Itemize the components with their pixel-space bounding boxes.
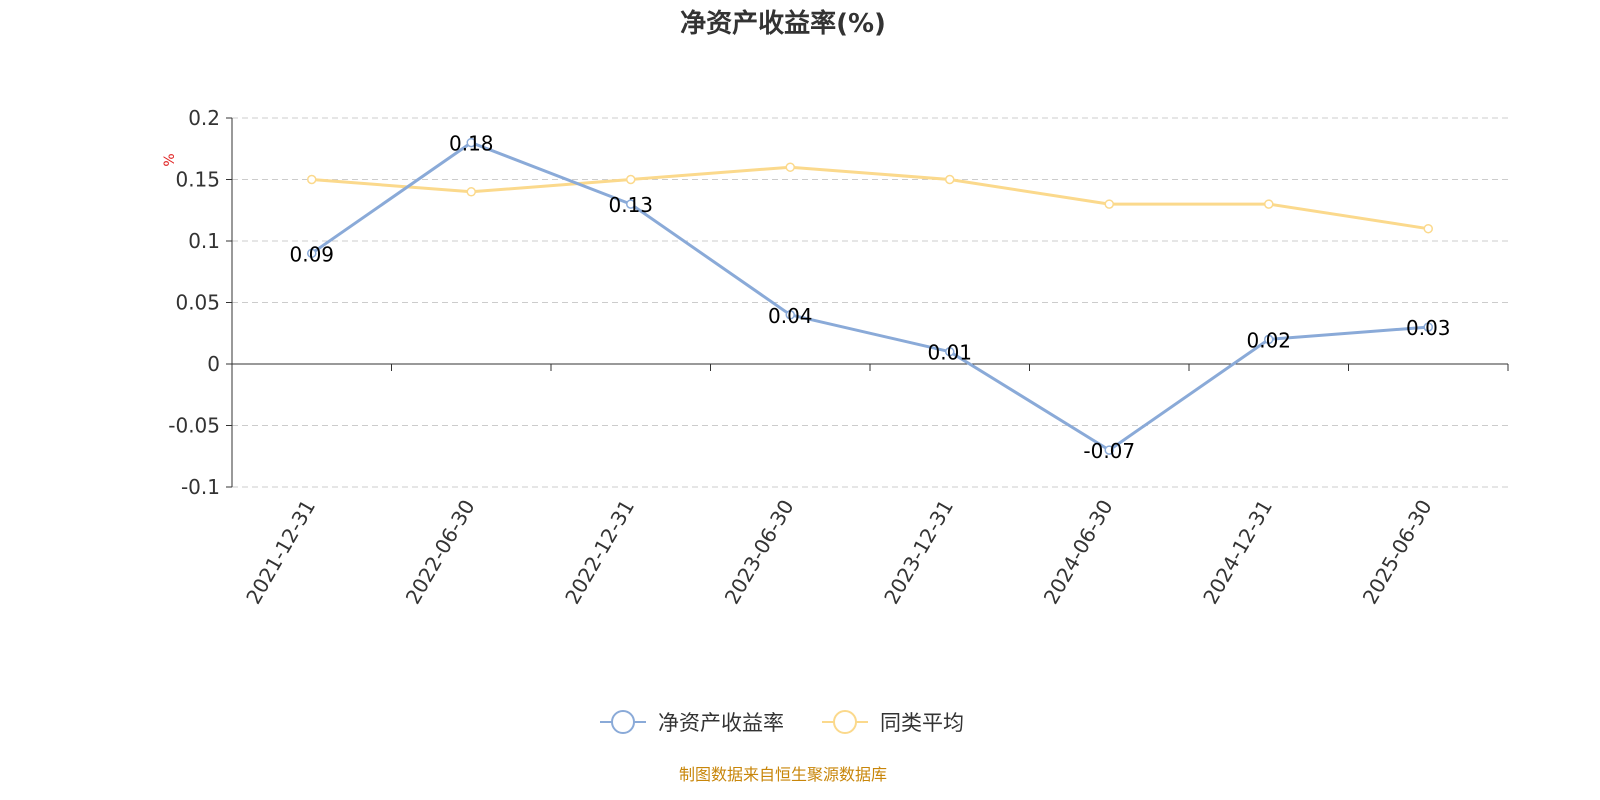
chart-title: 净资产收益率(%) [680,8,886,39]
data-point[interactable] [307,174,317,185]
data-label: 0.03 [1406,316,1451,340]
grid-lines [232,117,1508,488]
data-point[interactable] [1104,199,1114,209]
data-point[interactable] [626,199,636,209]
data-labels: 0.09 0.18 0.13 0.04 0.01 -0.07 0.02 0.03 [289,132,1450,464]
data-point[interactable] [785,310,795,320]
data-label: 0.01 [927,341,972,365]
x-tick-label: 2024-12-31 [1198,496,1277,609]
x-tick-label: 2021-12-31 [241,496,320,609]
data-label: 0.09 [289,242,334,266]
x-tick-label: 2023-06-30 [720,496,799,609]
data-label: 0.18 [449,132,494,156]
x-tick-label: 2022-12-31 [560,496,639,609]
y-tick-label: 0.2 [188,106,220,130]
data-point[interactable] [945,346,955,357]
data-point[interactable] [466,137,476,148]
axes: 0.2 0.15 0.1 0.05 0 -0.05 -0.1 2021-12-31 2022-0… [168,106,1509,609]
data-point[interactable] [626,174,636,185]
y-tick-label: -0.05 [168,414,220,438]
data-label: 0.02 [1246,328,1291,352]
y-tick-label: 0.15 [175,168,220,192]
y-tick-label: -0.1 [181,475,220,499]
y-tick-label: 0.1 [188,229,220,253]
data-point[interactable] [1423,223,1433,234]
series-line-1 [311,165,1429,231]
x-tick-label: 2025-06-30 [1358,496,1437,609]
data-point[interactable] [1264,334,1274,345]
legend-marker-1[interactable] [833,710,857,734]
legend: 净资产收益率 同类平均 [600,710,964,735]
data-point[interactable] [307,248,317,259]
series [307,137,1433,455]
data-point[interactable] [945,174,955,185]
legend-marker-0[interactable] [611,710,635,734]
y-tick-label: 0 [207,352,220,376]
data-point[interactable] [1264,199,1274,209]
data-point[interactable] [1423,322,1433,332]
x-tick-label: 2022-06-30 [401,496,480,609]
y-tick-label: 0.05 [175,291,220,315]
x-tick-label: 2024-06-30 [1039,496,1118,609]
x-tick-label: 2023-12-31 [879,496,958,609]
source-note: 制图数据来自恒生聚源数据库 [679,765,887,784]
series-line-0 [310,141,1429,452]
data-label: -0.07 [1083,439,1135,463]
y-axis-label: % [162,153,178,166]
data-label: 0.13 [608,193,653,217]
legend-label-1[interactable]: 同类平均 [880,711,964,735]
data-point[interactable] [785,162,795,172]
data-point[interactable] [466,187,476,197]
data-point[interactable] [1104,445,1114,455]
data-label: 0.04 [768,304,813,328]
legend-label-0[interactable]: 净资产收益率 [658,711,784,735]
